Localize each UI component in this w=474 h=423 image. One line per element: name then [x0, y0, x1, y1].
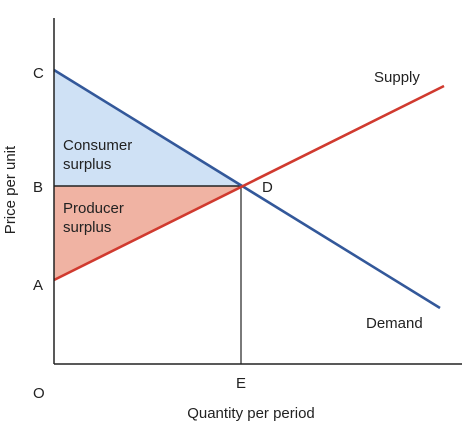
point-label-origin: O	[33, 385, 45, 402]
point-label-a: A	[33, 277, 43, 294]
demand-curve	[53, 68, 441, 310]
y-axis-title: Price per unit	[2, 145, 19, 234]
point-label-e: E	[236, 375, 246, 392]
producer-surplus-label-2: surplus	[63, 219, 111, 236]
supply-curve	[53, 84, 445, 282]
point-label-c: C	[33, 65, 44, 82]
x-axis-title: Quantity per period	[187, 405, 315, 422]
point-label-d: D	[262, 179, 273, 196]
demand-label: Demand	[366, 315, 423, 332]
point-label-b: B	[33, 179, 43, 196]
supply-label: Supply	[374, 69, 420, 86]
producer-surplus-label-1: Producer	[63, 200, 124, 217]
consumer-surplus-label-2: surplus	[63, 156, 111, 173]
consumer-surplus-label-1: Consumer	[63, 137, 132, 154]
